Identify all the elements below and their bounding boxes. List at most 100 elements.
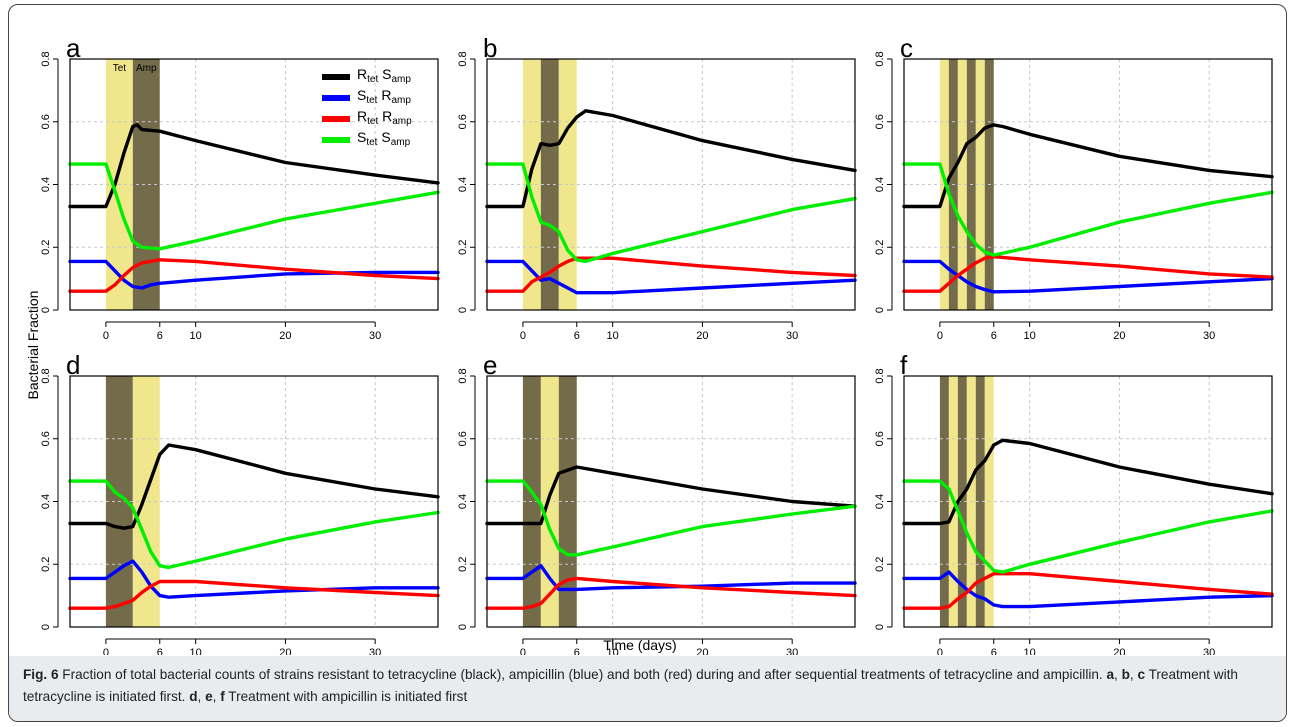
y-tick-label: 0 [457, 624, 469, 630]
y-tick-label: 0.6 [457, 431, 469, 446]
legend-text: S [357, 87, 366, 103]
series-line-rtet-samp [485, 109, 857, 209]
series-line-rtet-ramp [68, 579, 440, 610]
x-tick-label: 10 [607, 647, 619, 655]
y-tick-label: 0.2 [874, 240, 886, 255]
panel-c: 0 0.2 0.4 0.6 0.8 0 6 10 20 30 c [874, 33, 1274, 342]
series-line-stet-ramp [485, 564, 857, 592]
x-tick-label: 6 [991, 330, 997, 342]
y-tick-label: 0 [457, 307, 469, 313]
panel-label: a [66, 33, 81, 63]
x-tick-label: 10 [607, 330, 619, 342]
x-tick-label: 20 [696, 330, 708, 342]
x-tick-label: 30 [369, 647, 381, 655]
series-line-rtet-samp [902, 438, 1274, 526]
caption-sep: , [1114, 667, 1122, 682]
y-axis-title: Bacterial Fraction [25, 291, 41, 400]
x-tick-label: 0 [103, 647, 109, 655]
x-tick-label: 6 [574, 330, 580, 342]
plot-border [486, 58, 856, 311]
panel-b: 0 0.2 0.4 0.6 0.8 0 6 10 20 30 b [457, 33, 857, 342]
legend-text: S [357, 129, 366, 145]
panel-label: b [483, 33, 497, 63]
legend-text: R [357, 108, 367, 124]
series-line-rtet-ramp [902, 255, 1274, 293]
y-tick-label: 0.6 [874, 114, 886, 129]
x-tick-label: 20 [1113, 330, 1125, 342]
caption-sep: , [1129, 667, 1138, 682]
x-tick-label: 0 [520, 647, 526, 655]
tetracycline-band [975, 59, 985, 310]
legend-subscript: tet [366, 137, 377, 148]
series-line-stet-samp [485, 479, 857, 557]
caption-sep: , [212, 689, 221, 704]
y-tick-label: 0.2 [40, 240, 52, 255]
x-tick-label: 10 [190, 330, 202, 342]
legend-subscript: amp [391, 137, 411, 148]
y-tick-label: 0.4 [40, 177, 52, 192]
legend-entry: Stet Samp [357, 129, 411, 148]
y-tick-label: 0.6 [874, 431, 886, 446]
series-line-rtet-samp [68, 443, 440, 530]
series-line-stet-samp [68, 162, 440, 251]
series-line-stet-samp [68, 479, 440, 570]
x-tick-label: 0 [103, 330, 109, 342]
y-tick-label: 0.8 [40, 368, 52, 383]
x-tick-label: 0 [937, 647, 943, 655]
series-line-stet-ramp [68, 259, 440, 290]
legend-entry: Stet Ramp [357, 87, 411, 106]
band-label-tet: Tet [113, 63, 127, 74]
y-tick-label: 0.8 [874, 368, 886, 383]
y-tick-label: 0 [40, 624, 52, 630]
series-line-stet-ramp [902, 259, 1274, 294]
x-tick-label: 6 [157, 647, 163, 655]
plot-border [903, 58, 1273, 311]
caption-ref-f: f [220, 689, 225, 704]
x-axis-title: Time (days) [603, 637, 676, 653]
x-tick-label: 30 [1203, 647, 1215, 655]
x-tick-label: 10 [1024, 647, 1036, 655]
legend-entry: Rtet Ramp [357, 108, 412, 127]
y-tick-label: 0.4 [457, 494, 469, 509]
y-tick-label: 0 [874, 624, 886, 630]
y-tick-label: 0.8 [457, 51, 469, 66]
panel-a: 0 0.2 0.4 0.6 0.8 0 6 10 20 30 a [40, 33, 440, 342]
legend-text: S [378, 66, 391, 82]
caption-sep: , [197, 689, 206, 704]
x-tick-label: 30 [369, 330, 381, 342]
y-tick-label: 0.6 [457, 114, 469, 129]
y-tick-label: 0.6 [40, 431, 52, 446]
series-line-rtet-samp [485, 465, 857, 526]
panel-f: 0 0.2 0.4 0.6 0.8 0 6 10 20 30 f [874, 350, 1274, 655]
caption-fig-label: Fig. 6 [23, 667, 59, 682]
caption-ref-b: b [1121, 667, 1130, 682]
tetracycline-band [957, 59, 967, 310]
y-tick-label: 0.2 [457, 240, 469, 255]
x-tick-label: 6 [991, 647, 997, 655]
series-line-stet-samp [902, 479, 1274, 574]
y-tick-label: 0 [874, 307, 886, 313]
series-line-stet-ramp [902, 570, 1274, 609]
series-line-rtet-ramp [485, 256, 857, 293]
y-tick-label: 0.4 [457, 177, 469, 192]
plot-border [903, 375, 1273, 628]
caption-ref-d: d [189, 689, 198, 704]
plot-border [69, 375, 439, 628]
ampicillin-band [975, 376, 985, 627]
x-tick-label: 6 [574, 647, 580, 655]
y-tick-label: 0.2 [457, 557, 469, 572]
panel-d: 0 0.2 0.4 0.6 0.8 0 6 10 20 30 d [40, 350, 440, 655]
x-tick-label: 30 [786, 647, 798, 655]
ampicillin-band [939, 376, 949, 627]
legend-text: R [378, 108, 392, 124]
x-tick-label: 20 [1113, 647, 1125, 655]
caption-ref-c: c [1137, 667, 1146, 682]
panel-label: c [900, 33, 913, 63]
x-tick-label: 0 [520, 330, 526, 342]
figure-panels: 0 0.2 0.4 0.6 0.8 0 6 10 20 30 a 0 0.2 0.4 0.6 0.8 0 6 10 2… [25, 33, 1274, 655]
legend-subscript: amp [391, 74, 411, 85]
band-label-amp: Amp [136, 63, 157, 74]
caption-ref-e: e [205, 689, 213, 704]
series-line-rtet-ramp [902, 572, 1274, 610]
plot-border [69, 58, 439, 311]
